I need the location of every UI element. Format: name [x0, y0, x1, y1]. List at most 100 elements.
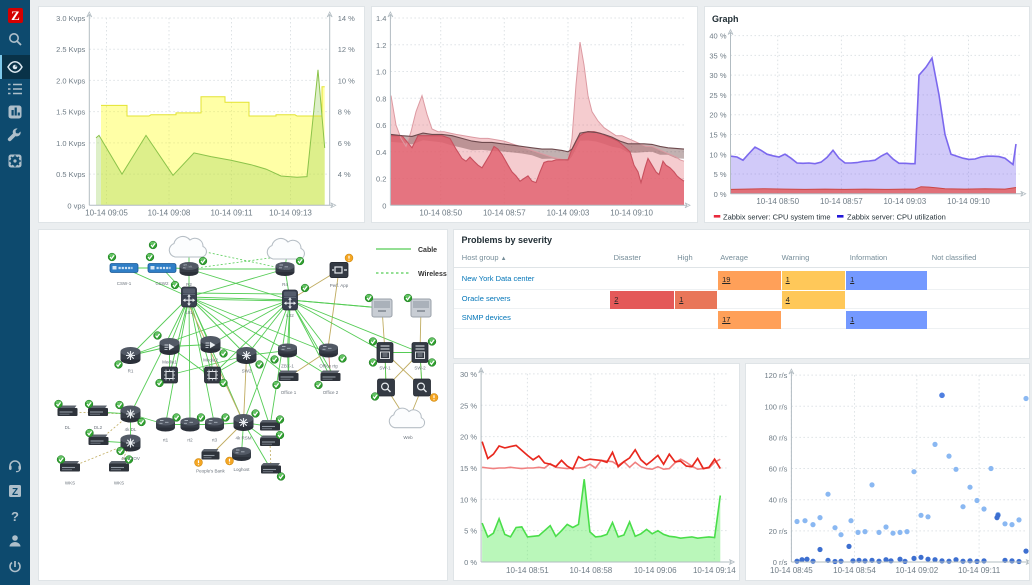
svg-text:0 %: 0 %: [714, 190, 727, 199]
svg-text:30 %: 30 %: [460, 370, 477, 379]
svg-text:10-14 09:08: 10-14 09:08: [148, 208, 191, 217]
svg-text:0.8: 0.8: [376, 94, 386, 103]
svg-text:Z: Z: [12, 487, 18, 498]
svg-text:120 r/s: 120 r/s: [764, 371, 787, 380]
svg-text:6 %: 6 %: [338, 139, 351, 148]
svg-text:100 r/s: 100 r/s: [764, 402, 787, 411]
svg-text:Office rtg: Office rtg: [319, 364, 338, 369]
svg-text:15 %: 15 %: [460, 464, 477, 473]
svg-text:35 %: 35 %: [709, 51, 726, 60]
svg-text:Zabbix server: CPU system time: Zabbix server: CPU system time: [723, 213, 831, 222]
svg-text:10-14 09:14: 10-14 09:14: [693, 566, 736, 575]
svg-text:10 %: 10 %: [709, 150, 726, 159]
svg-text:1.0 Kvps: 1.0 Kvps: [56, 139, 85, 148]
svg-text:0.4: 0.4: [376, 148, 386, 157]
svg-text:1.2: 1.2: [376, 41, 386, 50]
svg-text:R2: R2: [186, 282, 192, 287]
svg-text:10-14 09:03: 10-14 09:03: [883, 197, 926, 206]
svg-text:0.5 Kvps: 0.5 Kvps: [56, 170, 85, 179]
svg-text:4 %: 4 %: [338, 170, 351, 179]
svg-text:2.5 Kvps: 2.5 Kvps: [56, 45, 85, 54]
svg-text:0.2: 0.2: [376, 175, 386, 184]
svg-text:0.6: 0.6: [376, 121, 386, 130]
svg-text:Media1: Media1: [162, 360, 177, 365]
svg-text:R1: R1: [128, 369, 134, 374]
svg-text:Cable: Cable: [418, 247, 437, 254]
svg-text:DL2: DL2: [94, 425, 103, 430]
svg-text:10 %: 10 %: [460, 495, 477, 504]
svg-text:10-14 09:11: 10-14 09:11: [210, 208, 253, 217]
svg-text:10-14 08:58: 10-14 08:58: [570, 566, 613, 575]
svg-text:14 %: 14 %: [338, 14, 355, 23]
svg-text:10-14 09:10: 10-14 09:10: [610, 208, 653, 217]
svg-text:0 vps: 0 vps: [67, 201, 85, 210]
svg-text:exit: exit: [283, 266, 291, 271]
svg-text:Wireless: Wireless: [418, 271, 447, 278]
svg-text:10-14 09:06: 10-14 09:06: [634, 566, 677, 575]
svg-text:2.0 Kvps: 2.0 Kvps: [56, 76, 85, 85]
svg-text:20 %: 20 %: [709, 111, 726, 120]
svg-text:Web: Web: [403, 435, 413, 440]
svg-text:40 %: 40 %: [709, 32, 726, 41]
svg-text:Zabbix server: CPU utilization: Zabbix server: CPU utilization: [847, 213, 946, 222]
svg-text:10-14 09:03: 10-14 09:03: [547, 208, 590, 217]
svg-text:3.0 Kvps: 3.0 Kvps: [56, 14, 85, 23]
svg-text:10-14 09:05: 10-14 09:05: [85, 208, 128, 217]
svg-text:rt3: rt3: [212, 438, 218, 443]
svg-text:5 %: 5 %: [464, 527, 477, 536]
svg-text:30 %: 30 %: [709, 71, 726, 80]
svg-text:SML: SML: [184, 264, 194, 269]
svg-text:ZBX-1: ZBX-1: [281, 364, 294, 369]
svg-text:Loghost: Loghost: [233, 467, 250, 472]
svg-text:10-14 08:51: 10-14 08:51: [506, 566, 549, 575]
svg-text:10-14 08:54: 10-14 08:54: [833, 566, 876, 575]
svg-text:4k. 17OV: 4k. 17OV: [121, 456, 140, 461]
svg-text:L01: L01: [185, 310, 193, 315]
svg-text:WKS: WKS: [114, 481, 124, 486]
svg-text:rt2: rt2: [187, 438, 193, 443]
svg-text:People's Bank: People's Bank: [196, 469, 225, 474]
svg-text:60 r/s: 60 r/s: [769, 465, 788, 474]
svg-text:40 r/s: 40 r/s: [769, 496, 788, 505]
svg-text:25 %: 25 %: [460, 401, 477, 410]
svg-text:4k DL: 4k DL: [125, 427, 137, 432]
svg-text:SW2: SW2: [242, 369, 252, 374]
svg-text:4k RSM: 4k RSM: [235, 436, 251, 441]
svg-text:R4: R4: [282, 282, 288, 287]
svg-text:CSW-1: CSW-1: [117, 281, 132, 286]
svg-text:10-14 09:13: 10-14 09:13: [269, 208, 312, 217]
svg-text:0 %: 0 %: [464, 558, 477, 567]
svg-text:Perf. App: Perf. App: [330, 283, 349, 288]
svg-text:Office 2: Office 2: [323, 390, 339, 395]
svg-text:10-14 08:57: 10-14 08:57: [820, 197, 863, 206]
svg-text:0: 0: [382, 201, 386, 210]
svg-text:Office 1: Office 1: [281, 390, 297, 395]
svg-text:SW-2: SW-2: [414, 366, 426, 371]
svg-text:SW-1: SW-1: [379, 366, 391, 371]
svg-text:5 %: 5 %: [714, 170, 727, 179]
svg-text:10-14 08:57: 10-14 08:57: [483, 208, 526, 217]
svg-text:10-14 08:50: 10-14 08:50: [756, 197, 799, 206]
svg-text:CSW2: CSW2: [155, 281, 168, 286]
svg-text:20 r/s: 20 r/s: [769, 527, 788, 536]
svg-text:?: ?: [11, 509, 19, 524]
svg-text:10 %: 10 %: [338, 76, 355, 85]
svg-text:10-14 09:11: 10-14 09:11: [958, 566, 1001, 575]
svg-text:20 %: 20 %: [460, 433, 477, 442]
svg-text:8 %: 8 %: [338, 108, 351, 117]
svg-text:WKS: WKS: [65, 481, 75, 486]
svg-text:rt1: rt1: [163, 438, 169, 443]
svg-text:1.0: 1.0: [376, 68, 386, 77]
svg-text:80 r/s: 80 r/s: [769, 433, 788, 442]
svg-text:10-14 08:45: 10-14 08:45: [770, 566, 813, 575]
svg-text:12 %: 12 %: [338, 45, 355, 54]
svg-text:0 r/s: 0 r/s: [773, 558, 788, 567]
svg-text:L02: L02: [286, 313, 294, 318]
svg-text:1.5 Kvps: 1.5 Kvps: [56, 108, 85, 117]
svg-text:1.4: 1.4: [376, 14, 386, 23]
svg-text:DL: DL: [65, 425, 71, 430]
svg-text:25 %: 25 %: [709, 91, 726, 100]
svg-text:10-14 08:50: 10-14 08:50: [419, 208, 462, 217]
svg-text:15 %: 15 %: [709, 130, 726, 139]
svg-text:Media2: Media2: [203, 358, 218, 363]
